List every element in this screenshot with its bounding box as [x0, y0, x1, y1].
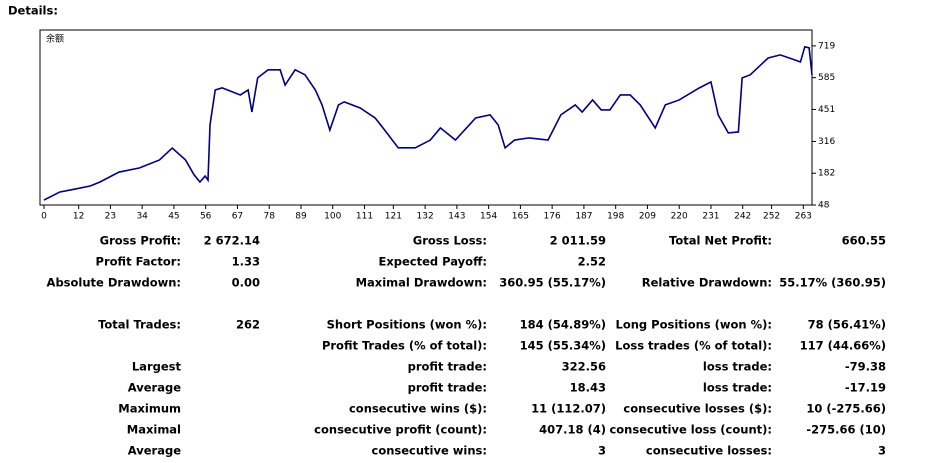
stat-value: 117 (44.66%): [800, 339, 886, 353]
stat-label: Maximum: [118, 402, 181, 416]
stat-value: 18.43: [570, 381, 606, 395]
stat-value: 2 672.14: [204, 234, 260, 248]
stat-label: Long Positions (won %):: [616, 318, 773, 332]
chart-label: 余额: [46, 33, 64, 45]
balance-line: [43, 45, 813, 201]
x-tick-label: 263: [795, 212, 812, 222]
x-tick-label: 176: [544, 212, 561, 222]
stat-label: Total Net Profit:: [669, 234, 772, 248]
stat-value: 78 (56.41%): [808, 318, 886, 332]
x-tick-label: 23: [105, 212, 116, 222]
stat-value: 145 (55.34%): [520, 339, 606, 353]
stat-value: 55.17% (360.95): [779, 276, 886, 290]
x-tick-label: 220: [671, 212, 688, 222]
x-tick-label: 34: [136, 212, 148, 222]
stat-label: consecutive wins:: [372, 444, 488, 458]
x-tick-label: 154: [480, 212, 497, 222]
x-tick-label: 187: [575, 212, 592, 222]
stat-label: Short Positions (won %):: [327, 318, 487, 332]
x-tick-label: 143: [448, 212, 465, 222]
x-tick-label: 252: [763, 212, 780, 222]
stat-value: 2 011.59: [550, 234, 606, 248]
x-tick-label: 12: [73, 212, 84, 222]
stat-value: 184 (54.89%): [520, 318, 606, 332]
stat-label: Average: [128, 444, 181, 458]
stat-label: Maximal Drawdown:: [356, 276, 487, 290]
x-tick-label: 209: [639, 212, 656, 222]
x-tick-label: 89: [295, 212, 307, 222]
y-tick-label: 585: [818, 73, 835, 83]
stat-label: profit trade:: [408, 381, 487, 395]
x-tick-label: 132: [417, 212, 434, 222]
stat-label: Loss trades (% of total):: [615, 339, 772, 353]
stat-value: 407.18 (4): [539, 423, 606, 437]
stat-label: Largest: [132, 360, 182, 374]
stat-label: Gross Profit:: [100, 234, 181, 248]
stat-label: consecutive wins ($):: [349, 402, 487, 416]
x-tick-label: 242: [734, 212, 751, 222]
stat-label: Profit Trades (% of total):: [322, 339, 487, 353]
stat-label: consecutive losses:: [646, 444, 772, 458]
x-tick-label: 100: [324, 212, 341, 222]
stat-value: 11 (112.07): [531, 402, 606, 416]
y-tick-label: 719: [818, 41, 835, 51]
stat-value: 0.00: [232, 276, 260, 290]
x-tick-label: 231: [702, 212, 719, 222]
x-tick-label: 45: [168, 212, 179, 222]
stat-label: Total Trades:: [98, 318, 181, 332]
stat-label: loss trade:: [703, 381, 772, 395]
stat-label: consecutive profit (count):: [314, 423, 487, 437]
stat-label: Maximal: [127, 423, 181, 437]
stat-value: 2.52: [578, 255, 606, 269]
stat-value: 322.56: [562, 360, 606, 374]
stat-label: Profit Factor:: [96, 255, 181, 269]
stat-label: loss trade:: [703, 360, 772, 374]
x-tick-label: 165: [512, 212, 529, 222]
stat-label: Expected Payoff:: [379, 255, 488, 269]
x-tick-label: 121: [385, 212, 402, 222]
x-tick-label: 67: [232, 212, 243, 222]
x-tick-label: 78: [263, 212, 275, 222]
x-tick-label: 111: [356, 212, 373, 222]
y-tick-label: 451: [818, 105, 835, 115]
stat-value: -275.66 (10): [806, 423, 886, 437]
stat-label: consecutive loss (count):: [609, 423, 772, 437]
stat-label: profit trade:: [408, 360, 487, 374]
details-title: Details:: [8, 4, 58, 18]
stat-value: 360.95 (55.17%): [499, 276, 606, 290]
x-tick-label: 0: [41, 212, 47, 222]
x-tick-label: 198: [607, 212, 624, 222]
y-tick-label: 48: [818, 201, 830, 211]
chart-frame: [39, 29, 813, 206]
stat-value: 660.55: [842, 234, 886, 248]
stat-label: consecutive losses ($):: [623, 402, 772, 416]
stat-label: Relative Drawdown:: [642, 276, 772, 290]
y-tick-label: 182: [818, 169, 835, 179]
stat-label: Gross Loss:: [413, 234, 487, 248]
stat-value: 3: [598, 444, 606, 458]
stat-value: 10 (-275.66): [806, 402, 886, 416]
stat-label: Absolute Drawdown:: [47, 276, 181, 290]
x-tick-label: 56: [200, 212, 212, 222]
stat-label: Average: [128, 381, 181, 395]
y-tick-label: 316: [818, 137, 835, 147]
stat-value: -79.38: [845, 360, 886, 374]
stat-value: 262: [236, 318, 260, 332]
stat-value: 3: [878, 444, 886, 458]
stat-value: 1.33: [232, 255, 260, 269]
stat-value: -17.19: [845, 381, 886, 395]
